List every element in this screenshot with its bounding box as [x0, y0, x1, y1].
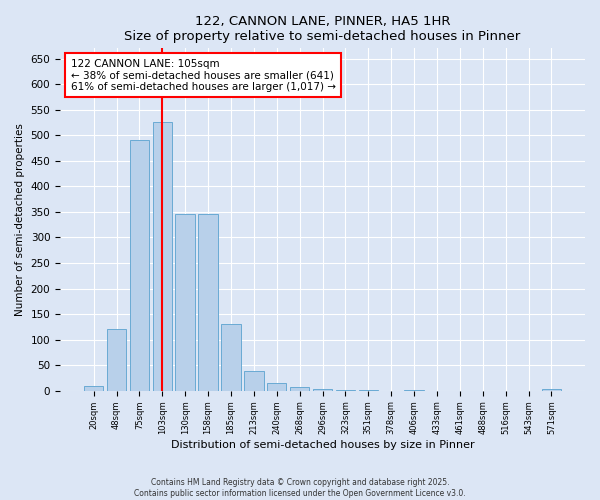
X-axis label: Distribution of semi-detached houses by size in Pinner: Distribution of semi-detached houses by …	[171, 440, 475, 450]
Bar	[542, 389, 561, 390]
Y-axis label: Number of semi-detached properties: Number of semi-detached properties	[15, 123, 25, 316]
Bar	[175, 214, 195, 390]
Title: 122, CANNON LANE, PINNER, HA5 1HR
Size of property relative to semi-detached hou: 122, CANNON LANE, PINNER, HA5 1HR Size o…	[124, 15, 521, 43]
Bar	[290, 387, 310, 390]
Bar	[221, 324, 241, 390]
Bar	[244, 372, 263, 390]
Bar	[84, 386, 103, 390]
Bar	[152, 122, 172, 390]
Bar	[267, 383, 286, 390]
Bar	[130, 140, 149, 390]
Text: Contains HM Land Registry data © Crown copyright and database right 2025.
Contai: Contains HM Land Registry data © Crown c…	[134, 478, 466, 498]
Bar	[313, 388, 332, 390]
Bar	[107, 330, 126, 390]
Text: 122 CANNON LANE: 105sqm
← 38% of semi-detached houses are smaller (641)
61% of s: 122 CANNON LANE: 105sqm ← 38% of semi-de…	[71, 58, 335, 92]
Bar	[199, 214, 218, 390]
